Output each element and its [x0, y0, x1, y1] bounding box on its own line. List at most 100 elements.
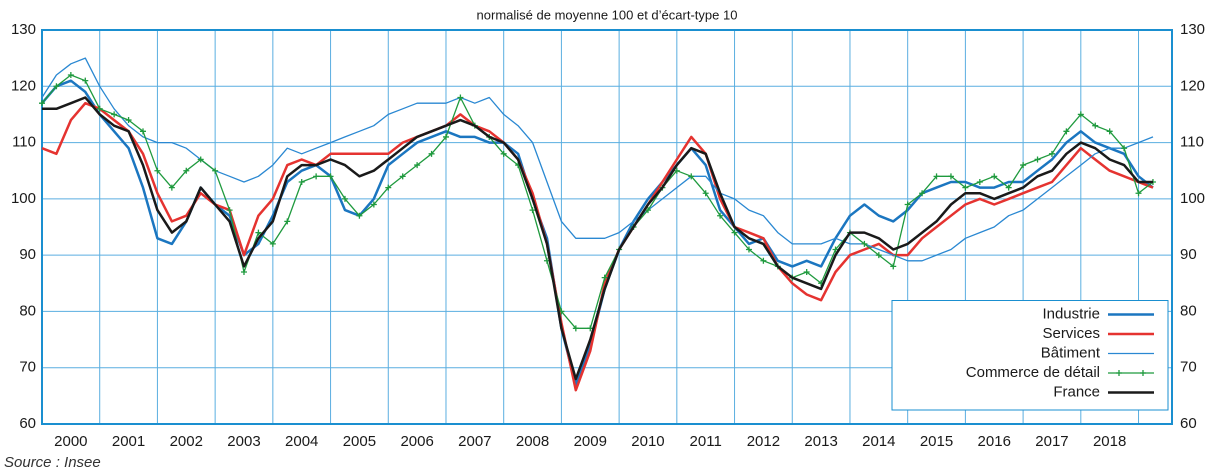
legend-marker: [1116, 370, 1122, 376]
series-marker: [183, 167, 190, 174]
legend-marker: [1140, 370, 1146, 376]
series-marker: [731, 229, 738, 236]
series-marker: [1005, 184, 1012, 191]
legend-label: Commerce de détail: [966, 364, 1100, 381]
series-marker: [313, 173, 320, 180]
y2-tick-label: 70: [1180, 359, 1197, 376]
y-tick-label: 130: [11, 21, 36, 38]
series-marker: [976, 178, 983, 185]
x-tick-label: 2000: [54, 433, 87, 450]
series-marker: [284, 218, 291, 225]
x-tick-label: 2008: [516, 433, 549, 450]
x-tick-label: 2003: [227, 433, 260, 450]
legend-label: France: [1053, 383, 1100, 400]
series-marker: [861, 240, 868, 247]
series-marker: [1020, 162, 1027, 169]
y-tick-label: 90: [19, 246, 36, 263]
x-tick-label: 2007: [458, 433, 491, 450]
series-marker: [457, 94, 464, 101]
y-tick-label: 100: [11, 190, 36, 207]
series-marker: [370, 201, 377, 208]
y2-tick-label: 100: [1180, 190, 1205, 207]
series-marker: [96, 105, 103, 112]
series-marker: [1034, 156, 1041, 163]
series-line: [41, 74, 1154, 329]
x-tick-label: 2004: [285, 433, 318, 450]
series-marker: [875, 252, 882, 259]
y-tick-label: 70: [19, 359, 36, 376]
x-tick-label: 2015: [920, 433, 953, 450]
series-marker: [904, 201, 911, 208]
series-marker: [341, 195, 348, 202]
x-tick-label: 2011: [690, 433, 722, 450]
series-marker: [212, 167, 219, 174]
x-tick-label: 2010: [631, 433, 664, 450]
series-marker: [442, 133, 449, 140]
series-marker: [226, 207, 233, 214]
series-marker: [39, 100, 45, 107]
series-marker: [240, 269, 247, 276]
series-marker: [298, 178, 305, 185]
series-marker: [1135, 190, 1142, 197]
x-tick-label: 2009: [574, 433, 607, 450]
series-marker: [673, 167, 680, 174]
series-marker: [154, 167, 161, 174]
series-marker: [269, 240, 276, 247]
series-marker: [745, 246, 752, 253]
plot-border: [41, 29, 1173, 425]
source-note: Source : Insee: [4, 454, 101, 471]
series-marker: [717, 212, 724, 219]
series-marker: [933, 173, 940, 180]
series-marker: [601, 274, 608, 281]
y2-tick-label: 60: [1180, 415, 1197, 432]
series-marker: [67, 72, 74, 79]
series-line: [42, 96, 1153, 381]
x-tick-label: 2012: [747, 433, 780, 450]
series-marker: [1063, 128, 1070, 135]
series-marker: [1121, 145, 1128, 152]
y-tick-label: 60: [19, 415, 36, 432]
x-tick-label: 2016: [978, 433, 1011, 450]
x-tick-label: 2018: [1093, 433, 1126, 450]
series-marker: [991, 173, 998, 180]
series-marker: [1092, 122, 1099, 129]
series-marker: [962, 184, 969, 191]
series-marker: [197, 156, 204, 163]
legend-label: Bâtiment: [1041, 344, 1101, 361]
series-marker: [356, 212, 363, 219]
series-marker: [428, 150, 435, 157]
series-marker: [919, 190, 926, 197]
y2-tick-label: 90: [1180, 246, 1197, 263]
x-tick-label: 2002: [170, 433, 203, 450]
series-marker: [168, 184, 175, 191]
series-marker: [500, 150, 507, 157]
series-line: [41, 57, 1154, 262]
series-marker: [688, 173, 695, 180]
legend-label: Industrie: [1042, 305, 1100, 322]
series-marker: [1048, 150, 1055, 157]
legend-label: Services: [1042, 325, 1100, 342]
y-tick-label: 80: [19, 302, 36, 319]
series-marker: [1077, 111, 1084, 118]
y2-tick-label: 130: [1180, 21, 1205, 38]
y-tick-label: 120: [11, 77, 36, 94]
x-tick-label: 2005: [343, 433, 376, 450]
x-tick-label: 2014: [862, 433, 895, 450]
series-marker: [760, 257, 767, 264]
series-marker: [890, 263, 897, 270]
series-marker: [327, 173, 334, 180]
y-tick-label: 110: [12, 134, 36, 151]
series-marker: [82, 77, 89, 84]
series-marker: [529, 207, 536, 214]
y2-tick-label: 110: [1180, 134, 1204, 151]
x-tick-label: 2013: [804, 433, 837, 450]
series-marker: [702, 190, 709, 197]
series-marker: [414, 162, 421, 169]
x-tick-label: 2006: [400, 433, 433, 450]
legend: Industrie Services Bâtiment Commerce de dét…: [891, 300, 1169, 411]
series-marker: [255, 229, 262, 236]
series-marker: [111, 111, 118, 118]
y2-tick-label: 80: [1180, 302, 1197, 319]
series-marker: [53, 83, 60, 90]
